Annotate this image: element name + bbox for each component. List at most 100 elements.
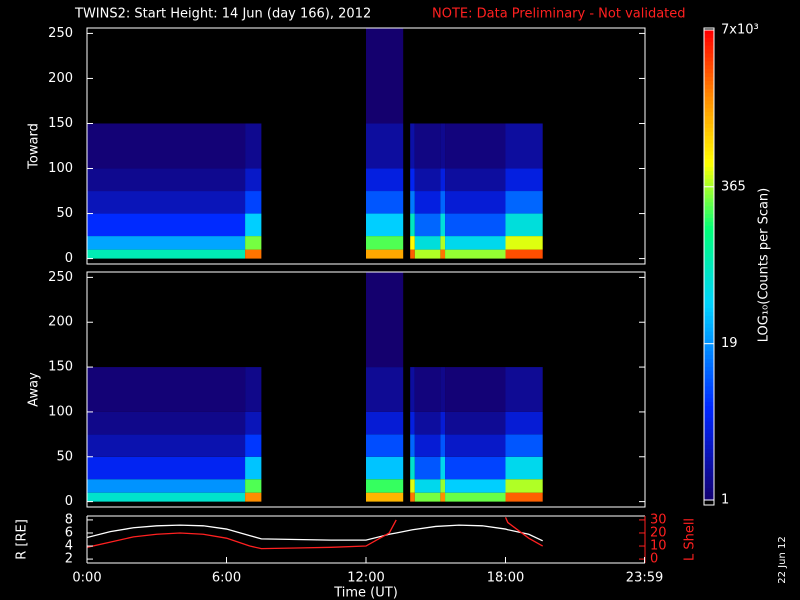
heatmap-cell bbox=[445, 434, 506, 457]
colorbar-swatch bbox=[704, 218, 714, 223]
plot-frame bbox=[86, 271, 646, 508]
colorbar-swatch bbox=[704, 331, 714, 337]
colorbar-swatch bbox=[704, 229, 714, 235]
heatmap-cell bbox=[505, 479, 543, 493]
heatmap-cell bbox=[410, 236, 415, 250]
heatmap-cell bbox=[87, 123, 246, 169]
colorbar-swatch bbox=[704, 421, 714, 427]
heatmap-cell bbox=[410, 456, 415, 480]
colorbar-label: LOG₁₀(Counts per Scan) bbox=[757, 188, 772, 343]
colorbar-swatch bbox=[704, 249, 714, 254]
heatmap-cell bbox=[505, 213, 543, 237]
colorbar-swatch bbox=[704, 241, 714, 247]
heatmap-cell bbox=[445, 123, 506, 169]
colorbar-swatch bbox=[704, 292, 714, 297]
heatmap-cell bbox=[414, 191, 441, 214]
colorbar-swatch bbox=[704, 390, 714, 395]
colorbar-swatch bbox=[704, 496, 714, 501]
colorbar-swatch bbox=[704, 343, 714, 348]
colorbar-swatch bbox=[704, 323, 714, 329]
heatmap-cell bbox=[440, 479, 446, 493]
colorbar-swatch bbox=[704, 182, 714, 188]
colorbar-swatch bbox=[704, 464, 714, 470]
colorbar-swatch bbox=[704, 127, 714, 133]
colorbar-swatch bbox=[704, 347, 714, 352]
heatmap-cell bbox=[445, 479, 506, 493]
heatmap-cell bbox=[366, 367, 404, 412]
colorbar-swatch bbox=[704, 280, 714, 286]
y2-tick-label: 0 bbox=[650, 552, 658, 567]
heatmap-cell bbox=[410, 213, 415, 237]
colorbar-swatch bbox=[704, 233, 714, 239]
colorbar-swatch bbox=[704, 194, 714, 200]
colorbar-swatch bbox=[704, 402, 714, 407]
heatmap-cell bbox=[410, 123, 415, 169]
colorbar-swatch bbox=[704, 300, 714, 305]
colorbar-swatch bbox=[704, 472, 714, 478]
line bbox=[87, 524, 543, 542]
colorbar-swatch bbox=[704, 198, 714, 203]
y-tick-label: 0 bbox=[65, 251, 73, 266]
heatmap-cell bbox=[410, 492, 415, 502]
heatmap-cell bbox=[366, 249, 404, 259]
y-tick-label: 150 bbox=[48, 360, 73, 375]
colorbar-swatch bbox=[704, 406, 714, 411]
heatmap-cell bbox=[445, 411, 506, 435]
colorbar-swatch bbox=[704, 441, 714, 446]
colorbar-swatch bbox=[704, 174, 714, 180]
colorbar-swatch bbox=[704, 425, 714, 431]
colorbar-swatch bbox=[704, 108, 714, 113]
heatmap-cell bbox=[445, 249, 506, 259]
x-tick-label: 12:00 bbox=[347, 571, 384, 586]
colorbar-swatch bbox=[704, 327, 714, 333]
heatmap-cell bbox=[410, 479, 415, 493]
heatmap-cell bbox=[445, 191, 506, 214]
heatmap-cell bbox=[414, 492, 441, 502]
colorbar-swatch bbox=[704, 409, 714, 415]
heatmap-cell bbox=[414, 123, 441, 169]
colorbar-swatch bbox=[704, 45, 714, 51]
heatmap-cell bbox=[414, 213, 441, 237]
colorbar-swatch bbox=[704, 171, 714, 176]
heatmap-cell bbox=[414, 479, 441, 493]
heatmap-cell bbox=[414, 456, 441, 480]
colorbar-swatch bbox=[704, 84, 714, 90]
colorbar-swatch bbox=[704, 265, 714, 270]
colorbar-swatch bbox=[704, 221, 714, 227]
y-tick-label: 250 bbox=[48, 270, 73, 285]
y-tick-label: 50 bbox=[56, 206, 73, 221]
chart-title: TWINS2: Start Height: 14 Jun (day 166), … bbox=[74, 7, 371, 22]
heatmap-cell bbox=[440, 213, 446, 237]
heatmap-cell bbox=[440, 123, 446, 169]
colorbar-swatch bbox=[704, 116, 714, 121]
colorbar-swatch bbox=[704, 366, 714, 372]
heatmap-cell bbox=[87, 367, 246, 412]
colorbar-swatch bbox=[704, 104, 714, 109]
colorbar-swatch bbox=[704, 268, 714, 274]
colorbar-swatch bbox=[704, 37, 714, 43]
heatmap-cell bbox=[414, 236, 441, 250]
y-tick-label: 0 bbox=[65, 494, 73, 509]
colorbar-swatch bbox=[704, 202, 714, 207]
heatmap-cell bbox=[445, 213, 506, 237]
colorbar-swatch bbox=[704, 335, 714, 341]
colorbar-swatch bbox=[704, 456, 714, 462]
colorbar-swatch bbox=[704, 147, 714, 153]
heatmap-cell bbox=[440, 191, 446, 214]
y2-tick-label: 10 bbox=[650, 539, 667, 554]
colorbar-swatch bbox=[704, 210, 714, 215]
heatmap-cell bbox=[366, 191, 404, 214]
heatmap-cell bbox=[87, 456, 246, 480]
heatmap-cell bbox=[366, 123, 404, 169]
y-tick-label: 50 bbox=[56, 449, 73, 464]
colorbar-swatch bbox=[704, 288, 714, 294]
date-stamp: 22 Jun 12 bbox=[777, 536, 788, 583]
heatmap-cell bbox=[366, 411, 404, 435]
heatmap-cell bbox=[245, 123, 262, 169]
colorbar-swatch bbox=[704, 253, 714, 258]
heatmap-cell bbox=[440, 249, 446, 259]
colorbar-swatch bbox=[704, 143, 714, 149]
heatmap-cell bbox=[445, 168, 506, 192]
heatmap-cell bbox=[245, 367, 262, 412]
colorbar-swatch bbox=[704, 100, 714, 106]
